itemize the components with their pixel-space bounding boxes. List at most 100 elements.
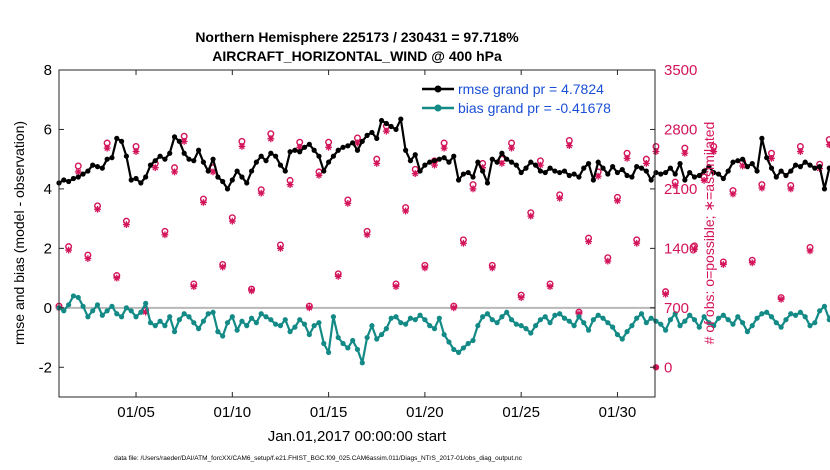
rmse-point	[797, 164, 803, 170]
rmse-point	[720, 175, 726, 182]
bias-point	[653, 318, 659, 324]
obs-assimilated-stroke	[123, 221, 130, 228]
rmse-point	[345, 143, 351, 149]
bias-point	[619, 336, 625, 342]
obs-assimilated-point	[122, 221, 130, 228]
obs-assimilated-point	[825, 141, 830, 149]
obs-assimilated-stroke	[402, 208, 409, 214]
obs-assimilated-point	[382, 127, 390, 135]
rmse-point	[672, 171, 678, 177]
legend: rmse grand pr = 4.7824 bias grand pr = -…	[418, 76, 648, 120]
bias-point	[518, 323, 524, 329]
obs-assimilated-stroke	[75, 169, 82, 175]
bias-point	[75, 294, 81, 301]
bias-point	[340, 340, 346, 347]
y-axis-label-left: rmse and bias (model - observation)	[11, 121, 27, 345]
rmse-point	[508, 159, 515, 165]
obs-assimilated-point	[768, 154, 775, 162]
obs-assimilated-point	[94, 205, 101, 213]
obs-assimilated-point	[84, 255, 92, 262]
bias-point	[359, 360, 365, 366]
obs-assimilated-stroke	[190, 283, 197, 290]
rmse-point	[581, 165, 587, 171]
obs-assimilated-stroke	[460, 240, 467, 247]
obs-assimilated-stroke	[94, 206, 101, 213]
rmse-point	[167, 150, 173, 156]
obs-assimilated-point	[373, 160, 381, 167]
rmse-point	[335, 147, 341, 153]
bias-point	[648, 315, 654, 321]
rmse-point	[277, 162, 284, 168]
rmse-point	[754, 168, 760, 174]
obs-assimilated-stroke	[412, 170, 419, 177]
bias-point	[764, 309, 770, 315]
bias-point	[561, 315, 568, 321]
obs-assimilated-point	[729, 190, 737, 198]
bias-point	[701, 314, 707, 320]
rmse-point	[715, 171, 722, 177]
obs-assimilated-point	[440, 144, 448, 152]
bias-point	[364, 334, 370, 341]
obs-assimilated-stroke	[200, 199, 207, 206]
obs-assimilated-point	[710, 148, 718, 155]
rmse-point	[662, 169, 669, 176]
rmse-point	[152, 158, 158, 164]
rmse-point	[330, 153, 337, 159]
bias-point	[682, 318, 688, 324]
obs-assimilated-point	[190, 283, 198, 290]
obs-assimilated-stroke	[749, 259, 756, 266]
rmse-point	[451, 153, 457, 159]
bias-point	[706, 320, 712, 326]
bias-point	[504, 309, 510, 315]
rmse-point	[128, 177, 134, 183]
bias-point	[292, 324, 298, 330]
obs-assimilated-point	[315, 171, 323, 179]
bias-point	[807, 323, 813, 329]
obs-assimilated-stroke	[633, 240, 640, 247]
rmse-point	[600, 165, 606, 171]
rmse-point	[417, 168, 423, 174]
obs-assimilated-point	[585, 238, 592, 245]
obs-assimilated-point	[267, 135, 275, 143]
obs-assimilated-point	[537, 161, 544, 169]
rmse-point	[701, 168, 707, 174]
bias-point	[374, 336, 380, 342]
rmse-point	[287, 149, 293, 155]
rmse-point	[316, 153, 322, 159]
rmse-point	[566, 172, 572, 179]
obs-assimilated-stroke	[701, 177, 707, 184]
obs-assimilated-point	[565, 142, 573, 149]
obs-assimilated-stroke	[508, 145, 515, 152]
obs-assimilated-stroke	[393, 283, 399, 290]
obs-assimilated-stroke	[354, 140, 361, 146]
obs-assimilated-stroke	[229, 218, 236, 225]
bias-point	[369, 323, 375, 329]
obs-assimilated-stroke	[797, 148, 804, 155]
bias-point	[658, 321, 664, 327]
rmse-point	[465, 169, 471, 176]
obs-assimilated-stroke	[364, 231, 370, 238]
rmse-point	[677, 161, 683, 167]
bias-point	[316, 320, 322, 326]
obs-assimilated-point	[787, 185, 795, 193]
obs-assimilated-point	[305, 304, 313, 312]
rmse-point	[610, 164, 616, 170]
obs-assimilated-point	[758, 184, 766, 192]
bias-point	[157, 318, 163, 324]
bias-point	[422, 317, 428, 323]
rmse-point	[248, 168, 255, 174]
rmse-point	[542, 169, 548, 176]
rmse-point	[653, 169, 659, 176]
rmse-point	[817, 164, 823, 170]
x-tick-label: 01/15	[310, 404, 348, 421]
obs-assimilated-stroke	[643, 160, 650, 167]
bias-point	[268, 317, 274, 323]
x-tick-label: 01/30	[599, 404, 637, 421]
rmse-point	[75, 174, 81, 180]
bias-point	[600, 315, 606, 321]
bias-point	[325, 349, 332, 356]
obs-assimilated-point	[325, 143, 332, 151]
rmse-point	[90, 162, 96, 168]
rmse-point	[301, 144, 308, 150]
plot-area	[55, 116, 830, 371]
